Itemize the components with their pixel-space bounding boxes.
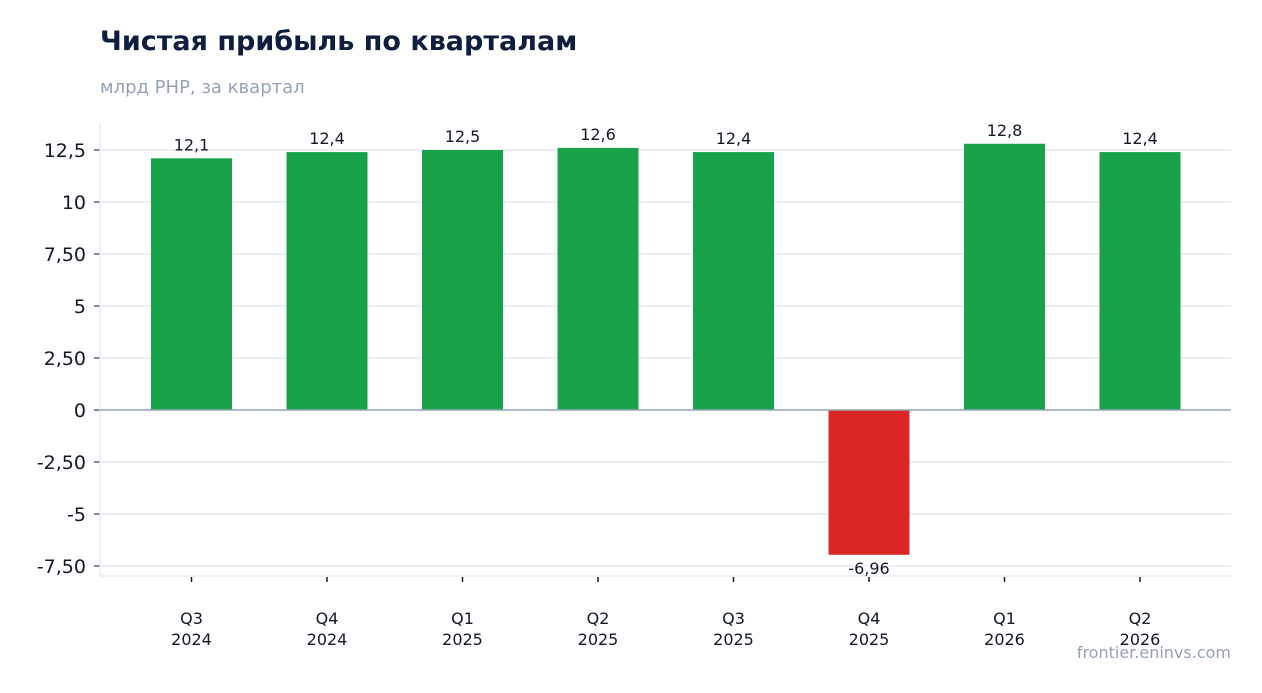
y-tick-label: 5 xyxy=(74,296,86,318)
y-tick-label: -2,50 xyxy=(37,452,86,474)
x-tick-label-year: 2025 xyxy=(713,630,754,649)
x-tick-label-year: 2024 xyxy=(171,630,212,649)
x-tick-label-year: 2026 xyxy=(1120,630,1161,649)
data-label: 12,4 xyxy=(716,129,752,148)
x-tick-label-quarter: Q1 xyxy=(451,609,474,628)
bar[interactable] xyxy=(557,147,639,411)
x-tick-label-year: 2025 xyxy=(849,630,890,649)
watermark[interactable]: frontier.eninvs.com xyxy=(1076,643,1231,662)
bar[interactable] xyxy=(286,152,368,410)
x-tick-label-year: 2025 xyxy=(442,630,483,649)
data-label: 12,4 xyxy=(309,129,345,148)
x-tick-label-year: 2026 xyxy=(984,630,1025,649)
y-tick-label: 7,50 xyxy=(44,244,86,266)
label-layer: 12,1 12,4 12,5 12,6 12,4 -6,96 12,8 12,4 xyxy=(100,121,1231,578)
x-tick-label-quarter: Q2 xyxy=(587,609,610,628)
data-label: 12,6 xyxy=(580,125,616,144)
chart-title: Чистая прибыль по кварталам xyxy=(100,26,578,57)
x-tick-label-quarter: Q3 xyxy=(722,609,745,628)
y-tick-label: 10 xyxy=(62,192,86,214)
bar[interactable] xyxy=(151,158,232,410)
chart-subtitle: млрд РНР, за квартал xyxy=(100,77,305,98)
x-tick-label-quarter: Q2 xyxy=(1129,609,1152,628)
data-label: 12,8 xyxy=(987,121,1023,140)
bar[interactable] xyxy=(693,152,774,410)
data-label: -6,96 xyxy=(848,559,889,578)
y-tick-label: 2,50 xyxy=(44,348,86,370)
y-tick-label: 0 xyxy=(74,400,86,422)
x-tick-label-year: 2024 xyxy=(307,630,348,649)
bar[interactable] xyxy=(828,410,910,555)
data-label: 12,4 xyxy=(1122,129,1158,148)
x-tick-label-year: 2025 xyxy=(578,630,619,649)
bar-layer xyxy=(151,143,1181,555)
y-tick-label: 12,5 xyxy=(44,140,86,162)
grid-layer xyxy=(100,149,1231,567)
data-label: 12,1 xyxy=(174,135,210,154)
data-label: 12,5 xyxy=(445,127,481,146)
x-tick-label-quarter: Q1 xyxy=(993,609,1016,628)
axis-layer: 12,5 10 7,50 5 2,50 0 -2,50 -5 -7,50 Q3 2024 Q4 2024… xyxy=(37,122,1231,649)
x-tick-label-quarter: Q4 xyxy=(858,609,881,628)
y-tick-label: -7,50 xyxy=(37,556,86,578)
bar[interactable] xyxy=(422,150,503,410)
bar[interactable] xyxy=(964,143,1045,410)
x-tick-label-quarter: Q3 xyxy=(180,609,203,628)
bar[interactable] xyxy=(1099,152,1181,410)
y-tick-label: -5 xyxy=(67,504,86,526)
x-tick-label-quarter: Q4 xyxy=(316,609,339,628)
